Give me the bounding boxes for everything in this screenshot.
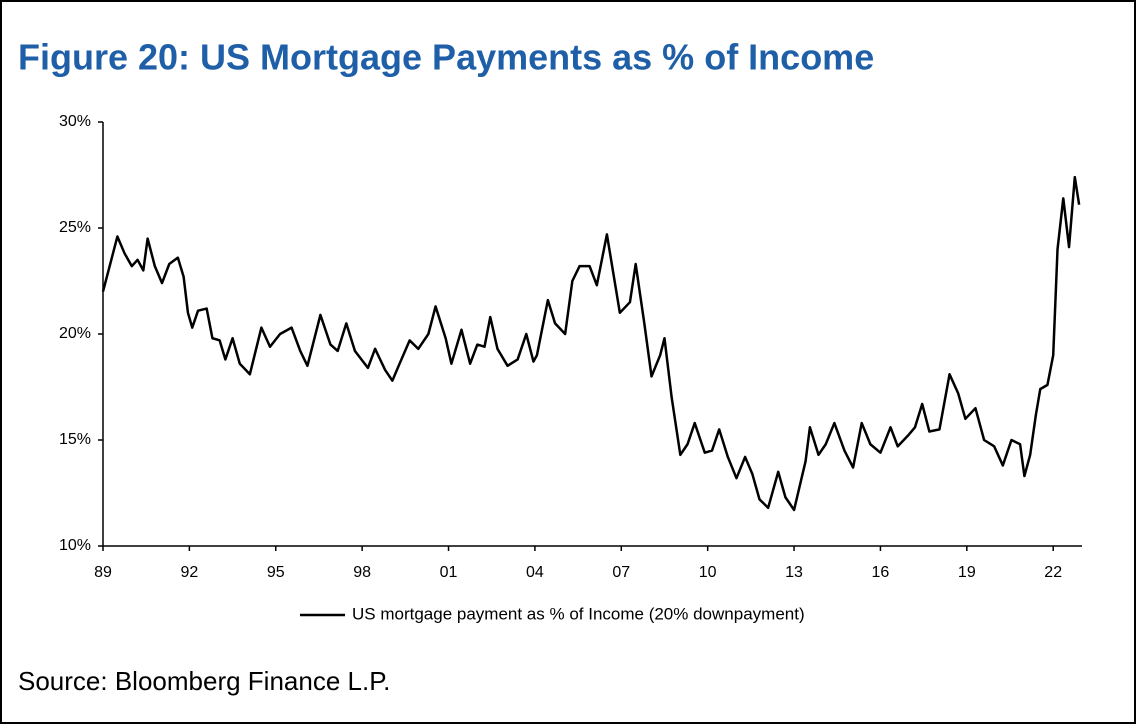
x-tick-label: 95 [267, 564, 285, 581]
x-tick-label: 22 [1044, 564, 1062, 581]
x-tick-label: 19 [958, 564, 976, 581]
x-tick-label: 04 [526, 564, 544, 581]
x-tick-label: 07 [612, 564, 630, 581]
y-tick-label: 30% [59, 113, 91, 130]
legend-label: US mortgage payment as % of Income (20% … [352, 604, 805, 623]
x-tick-label: 01 [440, 564, 458, 581]
x-tick-label: 92 [180, 564, 198, 581]
x-tick-label: 13 [785, 564, 803, 581]
data-line [101, 175, 1081, 512]
y-tick-label: 15% [59, 431, 91, 448]
source-note: Source: Bloomberg Finance L.P. [18, 666, 390, 696]
chart-title: Figure 20: US Mortgage Payments as % of … [18, 37, 874, 78]
y-tick-label: 20% [59, 325, 91, 342]
x-tick-label: 98 [353, 564, 371, 581]
y-tick-label: 10% [59, 537, 91, 554]
x-tick-label: 16 [872, 564, 890, 581]
y-tick-label: 25% [59, 219, 91, 236]
x-tick-label: 10 [699, 564, 717, 581]
x-tick-label: 89 [94, 564, 112, 581]
